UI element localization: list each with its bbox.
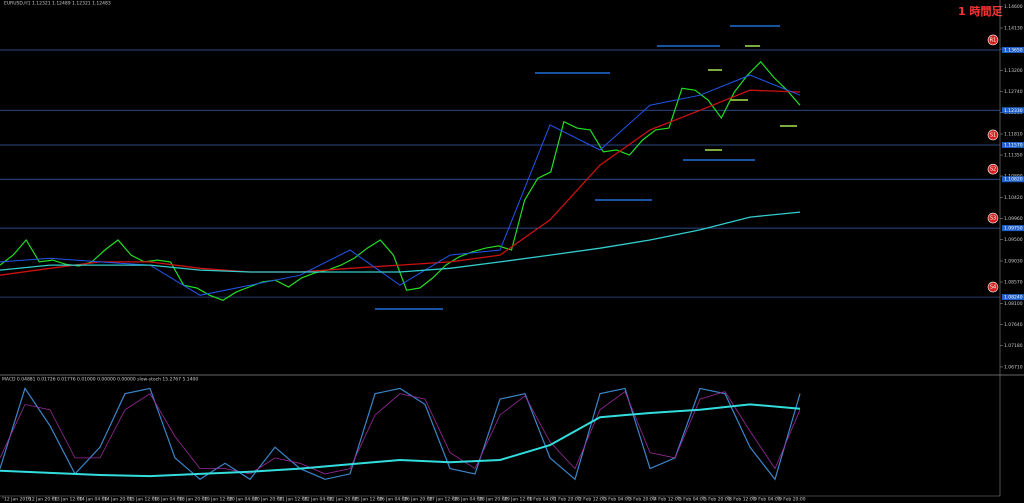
price-tick-label: 1.10420 xyxy=(1004,195,1023,201)
level-price-box xyxy=(1002,294,1024,301)
price-tick-label: 1.08100 xyxy=(1004,301,1023,307)
time-tick-label: 5 Feb 04:00 xyxy=(679,497,706,503)
level-badge-label: S3 xyxy=(990,216,996,222)
level-badge xyxy=(987,281,999,293)
time-tick-label: 12 Jan 2016 xyxy=(4,497,31,503)
time-tick-label: 19 Jan 12:00 xyxy=(204,497,233,503)
level-price-label: 1.08240 xyxy=(1004,295,1023,301)
pivot-segments xyxy=(705,45,797,151)
series-line xyxy=(0,60,801,301)
time-tick-label: 1 Feb 04:00 xyxy=(529,497,556,503)
series-line xyxy=(0,403,801,478)
price-tick-label: 1.11350 xyxy=(1004,153,1023,159)
price-tick-label: 1.06710 xyxy=(1004,364,1023,370)
level-price-box xyxy=(1002,141,1024,148)
level-price-label: 1.12330 xyxy=(1004,108,1023,114)
time-tick-label: 3 Feb 20:00 xyxy=(629,497,656,503)
time-tick-label: 18 Jan 04:00 xyxy=(154,497,183,503)
time-tick-label: 15 Jan 12:00 xyxy=(129,497,158,503)
level-price-label: 1.13650 xyxy=(1004,47,1023,53)
time-tick-label: 20 Jan 20:00 xyxy=(254,497,283,503)
series-line xyxy=(0,89,801,276)
price-tick-label: 1.09500 xyxy=(1004,237,1023,243)
resistance-segments xyxy=(375,25,780,310)
series-line xyxy=(0,387,801,481)
level-badge-label: S1 xyxy=(990,132,996,138)
series-line xyxy=(0,390,801,475)
level-price-label: 1.11570 xyxy=(1004,142,1023,148)
price-tick-label: 1.11810 xyxy=(1004,132,1023,138)
price-tick-label: 1.09030 xyxy=(1004,259,1023,265)
price-tick-label: 1.08570 xyxy=(1004,280,1023,286)
time-tick-label: 25 Jan 12:00 xyxy=(354,497,383,503)
price-tick-label: 1.07640 xyxy=(1004,322,1023,328)
time-tick-label: 14 Jan 04:00 xyxy=(79,497,108,503)
level-price-box xyxy=(1002,107,1024,114)
time-tick-label: 20 Jan 04:00 xyxy=(229,497,258,503)
level-badge xyxy=(987,163,999,175)
time-tick-label: 9 Feb 20:00 xyxy=(779,497,806,503)
time-tick-label: 13 Jan 12:00 xyxy=(54,497,83,503)
time-tick-label: 5 Feb 20:00 xyxy=(704,497,731,503)
timeframe-badge: 1 時間足 xyxy=(958,4,1003,18)
series-line xyxy=(0,211,801,273)
time-tick-label: 4 Feb 12:00 xyxy=(654,497,681,503)
level-badge-label: S2 xyxy=(990,167,996,173)
time-tick-label: 26 Jan 04:00 xyxy=(379,497,408,503)
time-tick-label: 21 Jan 12:00 xyxy=(279,497,308,503)
time-tick-label: 8 Feb 12:00 xyxy=(729,497,756,503)
level-price-label: 1.09750 xyxy=(1004,226,1023,232)
time-tick-label: 9 Feb 04:00 xyxy=(754,497,781,503)
time-tick-label: 27 Jan 12:00 xyxy=(429,497,458,503)
level-badge xyxy=(987,129,999,141)
price-tick-label: 1.12740 xyxy=(1004,89,1023,95)
level-badge xyxy=(987,34,999,46)
level-badge-label: R1 xyxy=(990,37,997,43)
time-tick-label: 1 Feb 20:00 xyxy=(554,497,581,503)
time-tick-label: 2 Feb 12:00 xyxy=(579,497,606,503)
window-title: EURUSD,H1 1.12321 1.12489 1.12321 1.1248… xyxy=(4,1,111,7)
series-line xyxy=(0,74,801,296)
time-tick-label: 14 Jan 20:00 xyxy=(104,497,133,503)
time-tick-label: 22 Jan 20:00 xyxy=(329,497,358,503)
time-tick-label: 28 Jan 04:00 xyxy=(454,497,483,503)
level-badge xyxy=(987,212,999,224)
time-tick-label: 3 Feb 04:00 xyxy=(604,497,631,503)
price-tick-label: 1.13200 xyxy=(1004,68,1023,74)
time-tick-label: 29 Jan 12:00 xyxy=(504,497,533,503)
level-price-box xyxy=(1002,225,1024,232)
time-tick-label: 28 Jan 20:00 xyxy=(479,497,508,503)
price-tick-label: 1.07180 xyxy=(1004,343,1023,349)
indicator-header: MACD 0.04881 0.01726 0.01776 0.01000 0.0… xyxy=(2,377,198,383)
price-tick-label: 1.09960 xyxy=(1004,216,1023,222)
time-tick-label: 18 Jan 20:00 xyxy=(179,497,208,503)
time-tick-label: 26 Jan 20:00 xyxy=(404,497,433,503)
price-tick-label: 1.14130 xyxy=(1004,26,1023,32)
level-price-box xyxy=(1002,176,1024,183)
level-price-box xyxy=(1002,46,1024,53)
level-badge-label: S4 xyxy=(990,285,996,291)
time-tick-label: 12 Jan 20:00 xyxy=(29,497,58,503)
level-price-label: 1.10820 xyxy=(1004,177,1023,183)
time-tick-label: 22 Jan 04:00 xyxy=(304,497,333,503)
price-tick-label: 1.14600 xyxy=(1004,4,1023,10)
